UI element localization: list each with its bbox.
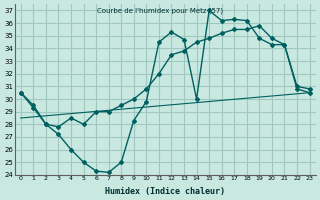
Text: Courbe de l'humidex pour Metz (57): Courbe de l'humidex pour Metz (57) bbox=[97, 8, 223, 15]
X-axis label: Humidex (Indice chaleur): Humidex (Indice chaleur) bbox=[105, 187, 225, 196]
